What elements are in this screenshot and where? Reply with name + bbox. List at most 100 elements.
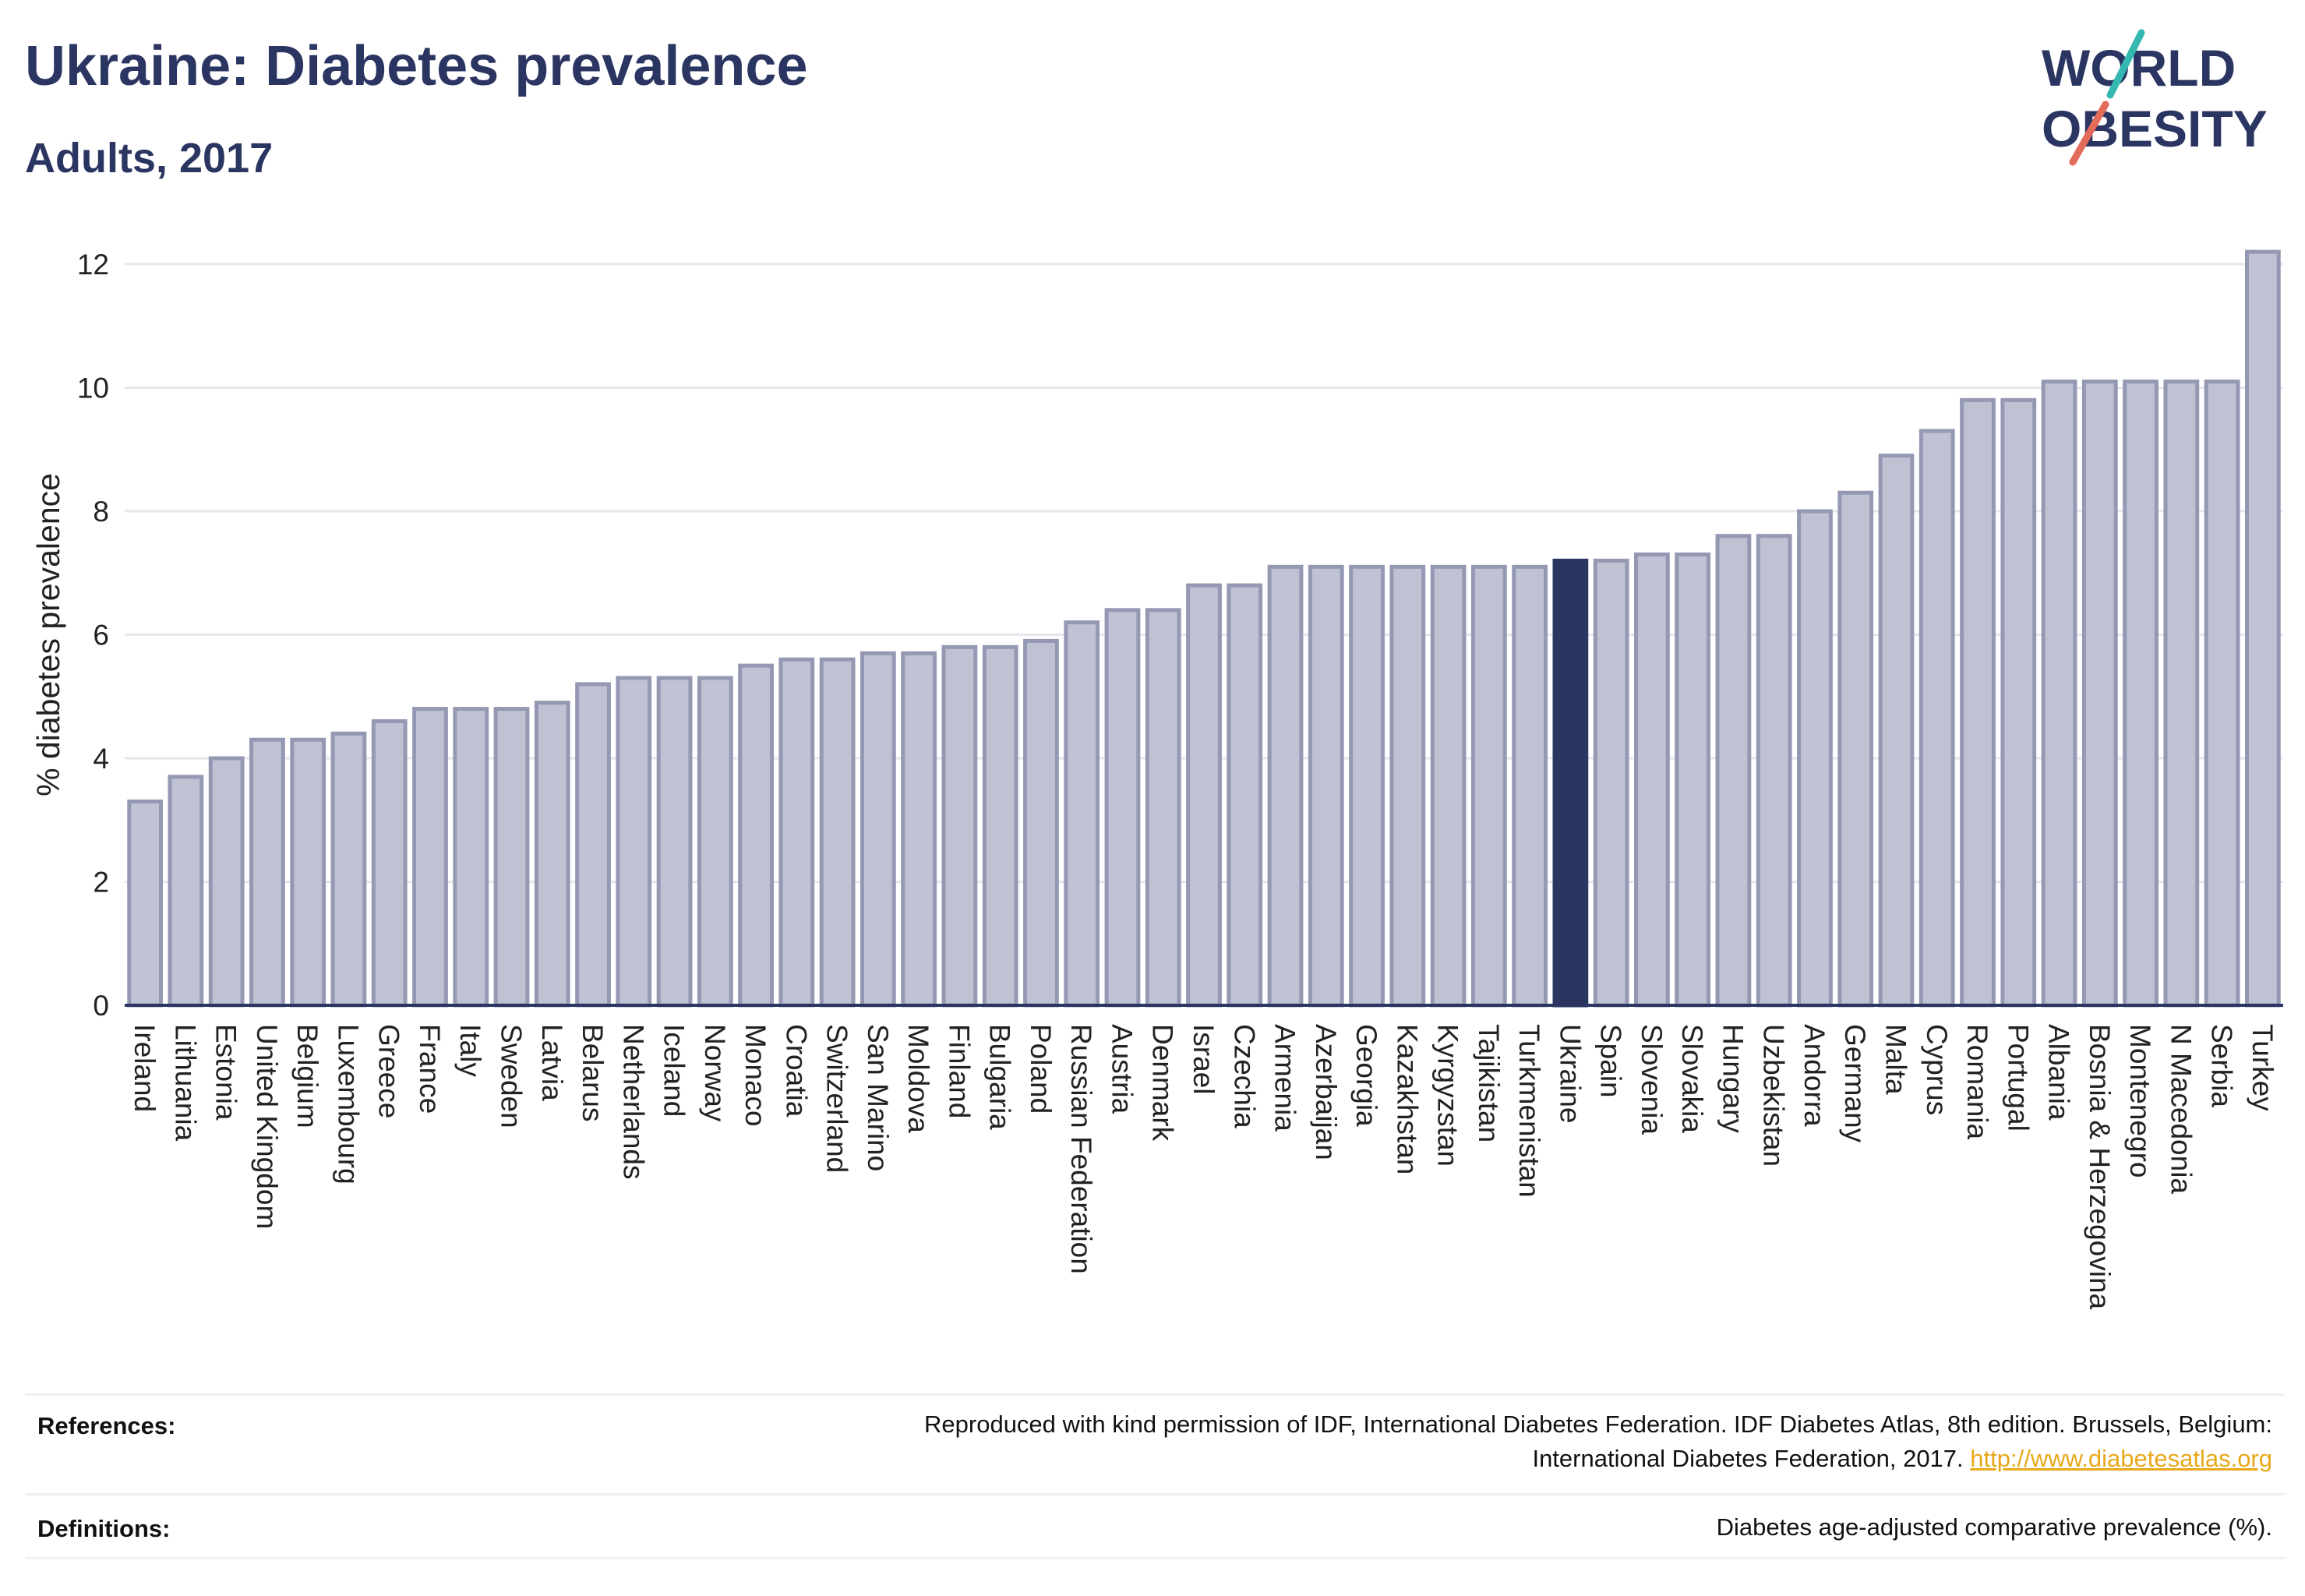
x-tick-label: Ukraine <box>1554 1024 1586 1124</box>
bar-bosnia-herzegovina <box>2081 380 2118 1008</box>
bar-netherlands <box>616 676 652 1008</box>
bars <box>127 249 2281 1008</box>
bar-turkmenistan <box>1512 564 1548 1008</box>
bar-malta <box>1878 454 1915 1008</box>
x-tick-label: Russian Federation <box>1065 1024 1097 1274</box>
bar-ireland <box>127 799 164 1008</box>
x-tick-label: Denmark <box>1147 1024 1179 1142</box>
x-tick-label: Andorra <box>1798 1024 1830 1127</box>
bar-germany <box>1837 490 1874 1008</box>
x-tick-label: Iceland <box>658 1024 690 1117</box>
x-axis-labels: Ireland Lithuania Estonia United Kingdom Bel… <box>129 1024 2279 1310</box>
x-tick-label: Georgia <box>1350 1024 1382 1127</box>
bar-israel <box>1186 583 1222 1008</box>
bar-poland <box>1023 638 1059 1008</box>
x-tick-label: Netherlands <box>617 1024 649 1180</box>
x-tick-label: Hungary <box>1717 1024 1749 1133</box>
x-tick-label: Sweden <box>496 1024 528 1128</box>
x-tick-label: Bosnia & Herzegovina <box>2084 1024 2116 1310</box>
x-tick-label: Armenia <box>1269 1024 1301 1132</box>
bar-slovenia <box>1634 552 1670 1008</box>
x-tick-label: Bulgaria <box>984 1024 1016 1130</box>
references-label: References: <box>37 1412 176 1439</box>
bar-norway <box>697 676 733 1008</box>
bar-luxembourg <box>330 731 367 1008</box>
y-tick-label: 2 <box>93 867 109 899</box>
bar-kyrgyzstan <box>1430 564 1467 1008</box>
x-tick-label: Spain <box>1595 1024 1627 1098</box>
x-tick-label: United Kingdom <box>251 1024 283 1229</box>
x-tick-label: Portugal <box>2002 1024 2034 1132</box>
chart-title: Ukraine: Diabetes prevalence <box>25 35 808 97</box>
bar-france <box>412 707 448 1008</box>
x-tick-label: Switzerland <box>821 1024 853 1173</box>
footer-divider-top <box>25 1393 2285 1396</box>
x-tick-label: Greece <box>373 1024 405 1118</box>
x-tick-label: San Marino <box>862 1024 894 1171</box>
bar-czechia <box>1227 583 1263 1008</box>
bar-n-macedonia <box>2163 380 2200 1008</box>
x-tick-label: Belarus <box>577 1024 609 1121</box>
x-tick-label: Tajikistan <box>1473 1024 1505 1142</box>
bar-kazakhstan <box>1389 564 1426 1008</box>
x-tick-label: Cyprus <box>1921 1024 1953 1115</box>
bar-russian-federation <box>1064 620 1100 1008</box>
bar-greece <box>371 719 408 1008</box>
bar-sweden <box>493 707 530 1008</box>
x-tick-label: Croatia <box>780 1024 812 1118</box>
x-tick-label: Monaco <box>740 1024 771 1127</box>
bar-chart: 0 2 4 6 8 10 12 Ireland Lithuania Estonia United … <box>30 249 2283 1310</box>
x-tick-label: Azerbaijan <box>1310 1024 1342 1160</box>
bar-ukraine <box>1552 558 1589 1008</box>
bar-romania <box>1960 397 1996 1008</box>
bar-italy <box>453 707 489 1008</box>
references-row: References: Reproduced with kind permiss… <box>25 1407 2285 1478</box>
bar-iceland <box>656 676 693 1008</box>
bar-uzbekistan <box>1756 534 1792 1008</box>
x-tick-label: Luxembourg <box>332 1024 364 1185</box>
y-tick-label: 8 <box>93 496 109 528</box>
x-tick-label: Montenegro <box>2124 1024 2156 1178</box>
references-line-2-text: International Diabetes Federation, 2017. <box>1532 1445 1964 1472</box>
y-tick-label: 0 <box>93 990 109 1022</box>
chart-subtitle: Adults, 2017 <box>25 135 274 182</box>
references-line-1: Reproduced with kind permission of IDF, … <box>924 1411 2272 1438</box>
bar-cyprus <box>1918 429 1955 1008</box>
definitions-row: Definitions: Diabetes age-adjusted compa… <box>25 1510 2285 1549</box>
bar-bulgaria <box>982 644 1018 1008</box>
logo-slash-red-icon <box>2069 101 2109 166</box>
bar-denmark <box>1145 608 1181 1008</box>
bar-switzerland <box>819 657 856 1008</box>
x-tick-label: Finland <box>943 1024 975 1118</box>
x-tick-label: Estonia <box>210 1024 242 1121</box>
bar-azerbaijan <box>1308 564 1344 1008</box>
y-axis-label: % diabetes prevalence <box>30 473 66 796</box>
bar-montenegro <box>2123 380 2159 1008</box>
world-obesity-logo: WORLD OBESITY <box>2042 29 2268 166</box>
bar-austria <box>1104 608 1141 1008</box>
bar-spain <box>1593 558 1629 1008</box>
x-tick-label: Czechia <box>1228 1024 1260 1128</box>
bar-lithuania <box>168 775 204 1008</box>
x-tick-label: Kyrgyzstan <box>1432 1024 1464 1167</box>
bar-san-marino <box>860 651 896 1008</box>
bar-monaco <box>738 663 774 1008</box>
bar-hungary <box>1715 534 1752 1008</box>
diabetes-atlas-link[interactable]: http://www.diabetesatlas.org <box>1970 1445 2272 1472</box>
x-tick-label: Turkmenistan <box>1513 1024 1545 1198</box>
x-tick-label: Germany <box>1839 1024 1871 1143</box>
x-tick-label: Israel <box>1188 1024 1220 1094</box>
x-tick-label: Turkey <box>2247 1024 2279 1111</box>
bar-croatia <box>778 657 815 1008</box>
bar-belgium <box>290 737 327 1008</box>
bar-united-kingdom <box>249 737 285 1008</box>
x-tick-label: Kazakhstan <box>1391 1024 1423 1174</box>
bar-georgia <box>1349 564 1385 1008</box>
y-axis-ticks: 0 2 4 6 8 10 12 <box>77 249 109 1022</box>
x-tick-label: Albania <box>2043 1024 2075 1121</box>
x-tick-label: Slovenia <box>1636 1024 1668 1135</box>
bar-portugal <box>2000 397 2037 1008</box>
definitions-text: Diabetes age-adjusted comparative preval… <box>1716 1513 2272 1541</box>
logo-slash-teal-icon <box>2106 29 2145 99</box>
x-tick-label: Moldova <box>902 1024 934 1133</box>
